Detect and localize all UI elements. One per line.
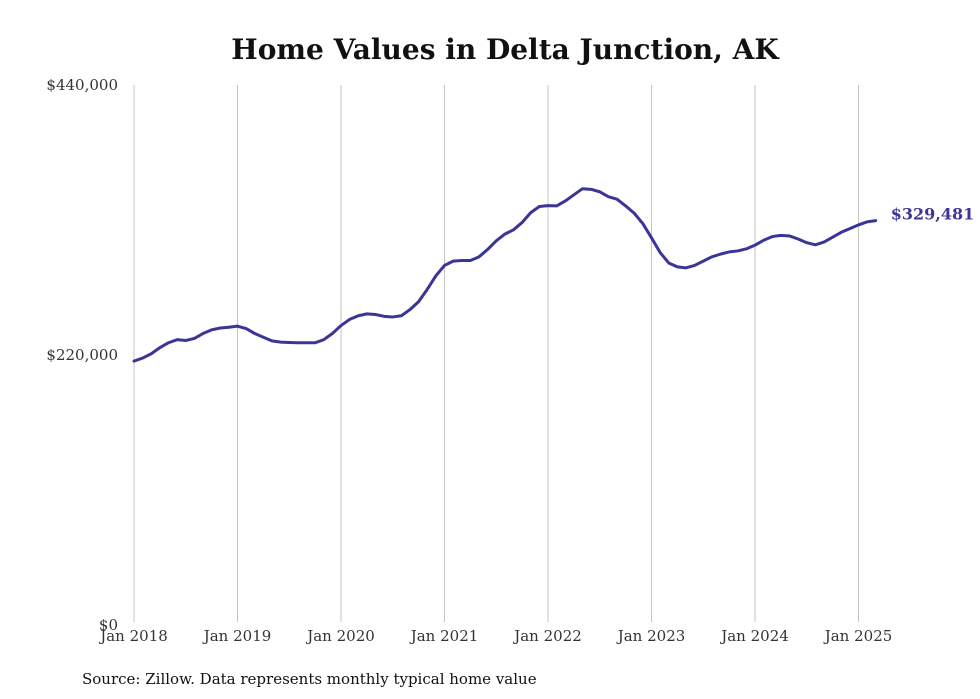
x-tick-label: Jan 2025 — [823, 627, 893, 645]
x-tick-label: Jan 2018 — [98, 627, 168, 645]
x-tick-label: Jan 2022 — [512, 627, 582, 645]
x-tick-label: Jan 2020 — [305, 627, 375, 645]
x-tick-label: Jan 2019 — [202, 627, 272, 645]
y-tick-label: $220,000 — [46, 346, 118, 364]
y-tick-label: $440,000 — [46, 76, 118, 94]
x-tick-label: Jan 2023 — [616, 627, 686, 645]
end-value-label: $329,481 — [891, 205, 975, 224]
x-axis-ticks: Jan 2018 Jan 2019 Jan 2020 Jan 2021 Jan 2022… — [98, 627, 892, 645]
y-axis-ticks: $0 $220,000 $440,000 — [46, 76, 118, 634]
chart-title: Home Values in Delta Junction, AK — [231, 33, 780, 66]
y-tick-label: $0 — [99, 616, 118, 634]
vertical-grid — [133, 85, 859, 622]
x-tick-label: Jan 2024 — [719, 627, 789, 645]
series-line — [132, 187, 878, 363]
x-tick-label: Jan 2021 — [409, 627, 479, 645]
source-note: Source: Zillow. Data represents monthly … — [82, 670, 537, 688]
series-layer: $329,481 — [132, 187, 975, 363]
